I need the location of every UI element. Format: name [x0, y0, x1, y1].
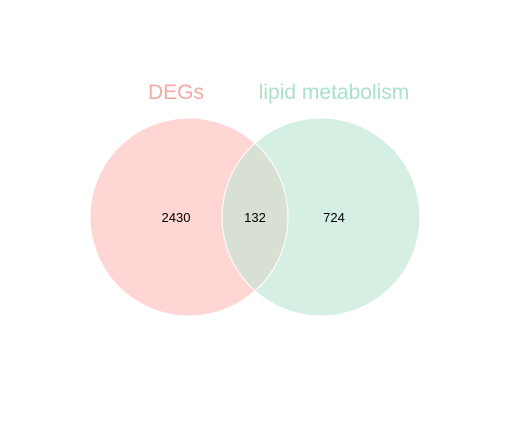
intersection-region [222, 118, 288, 316]
set-b-outline [221, 117, 421, 317]
set-b-only-count: 724 [323, 210, 345, 225]
set-a-only-count: 2430 [162, 210, 191, 225]
set-a-label: DEGs [148, 81, 204, 104]
set-b-label: lipid metabolism [259, 81, 410, 104]
intersection-count: 132 [244, 210, 266, 225]
set-a-outline [89, 117, 289, 317]
